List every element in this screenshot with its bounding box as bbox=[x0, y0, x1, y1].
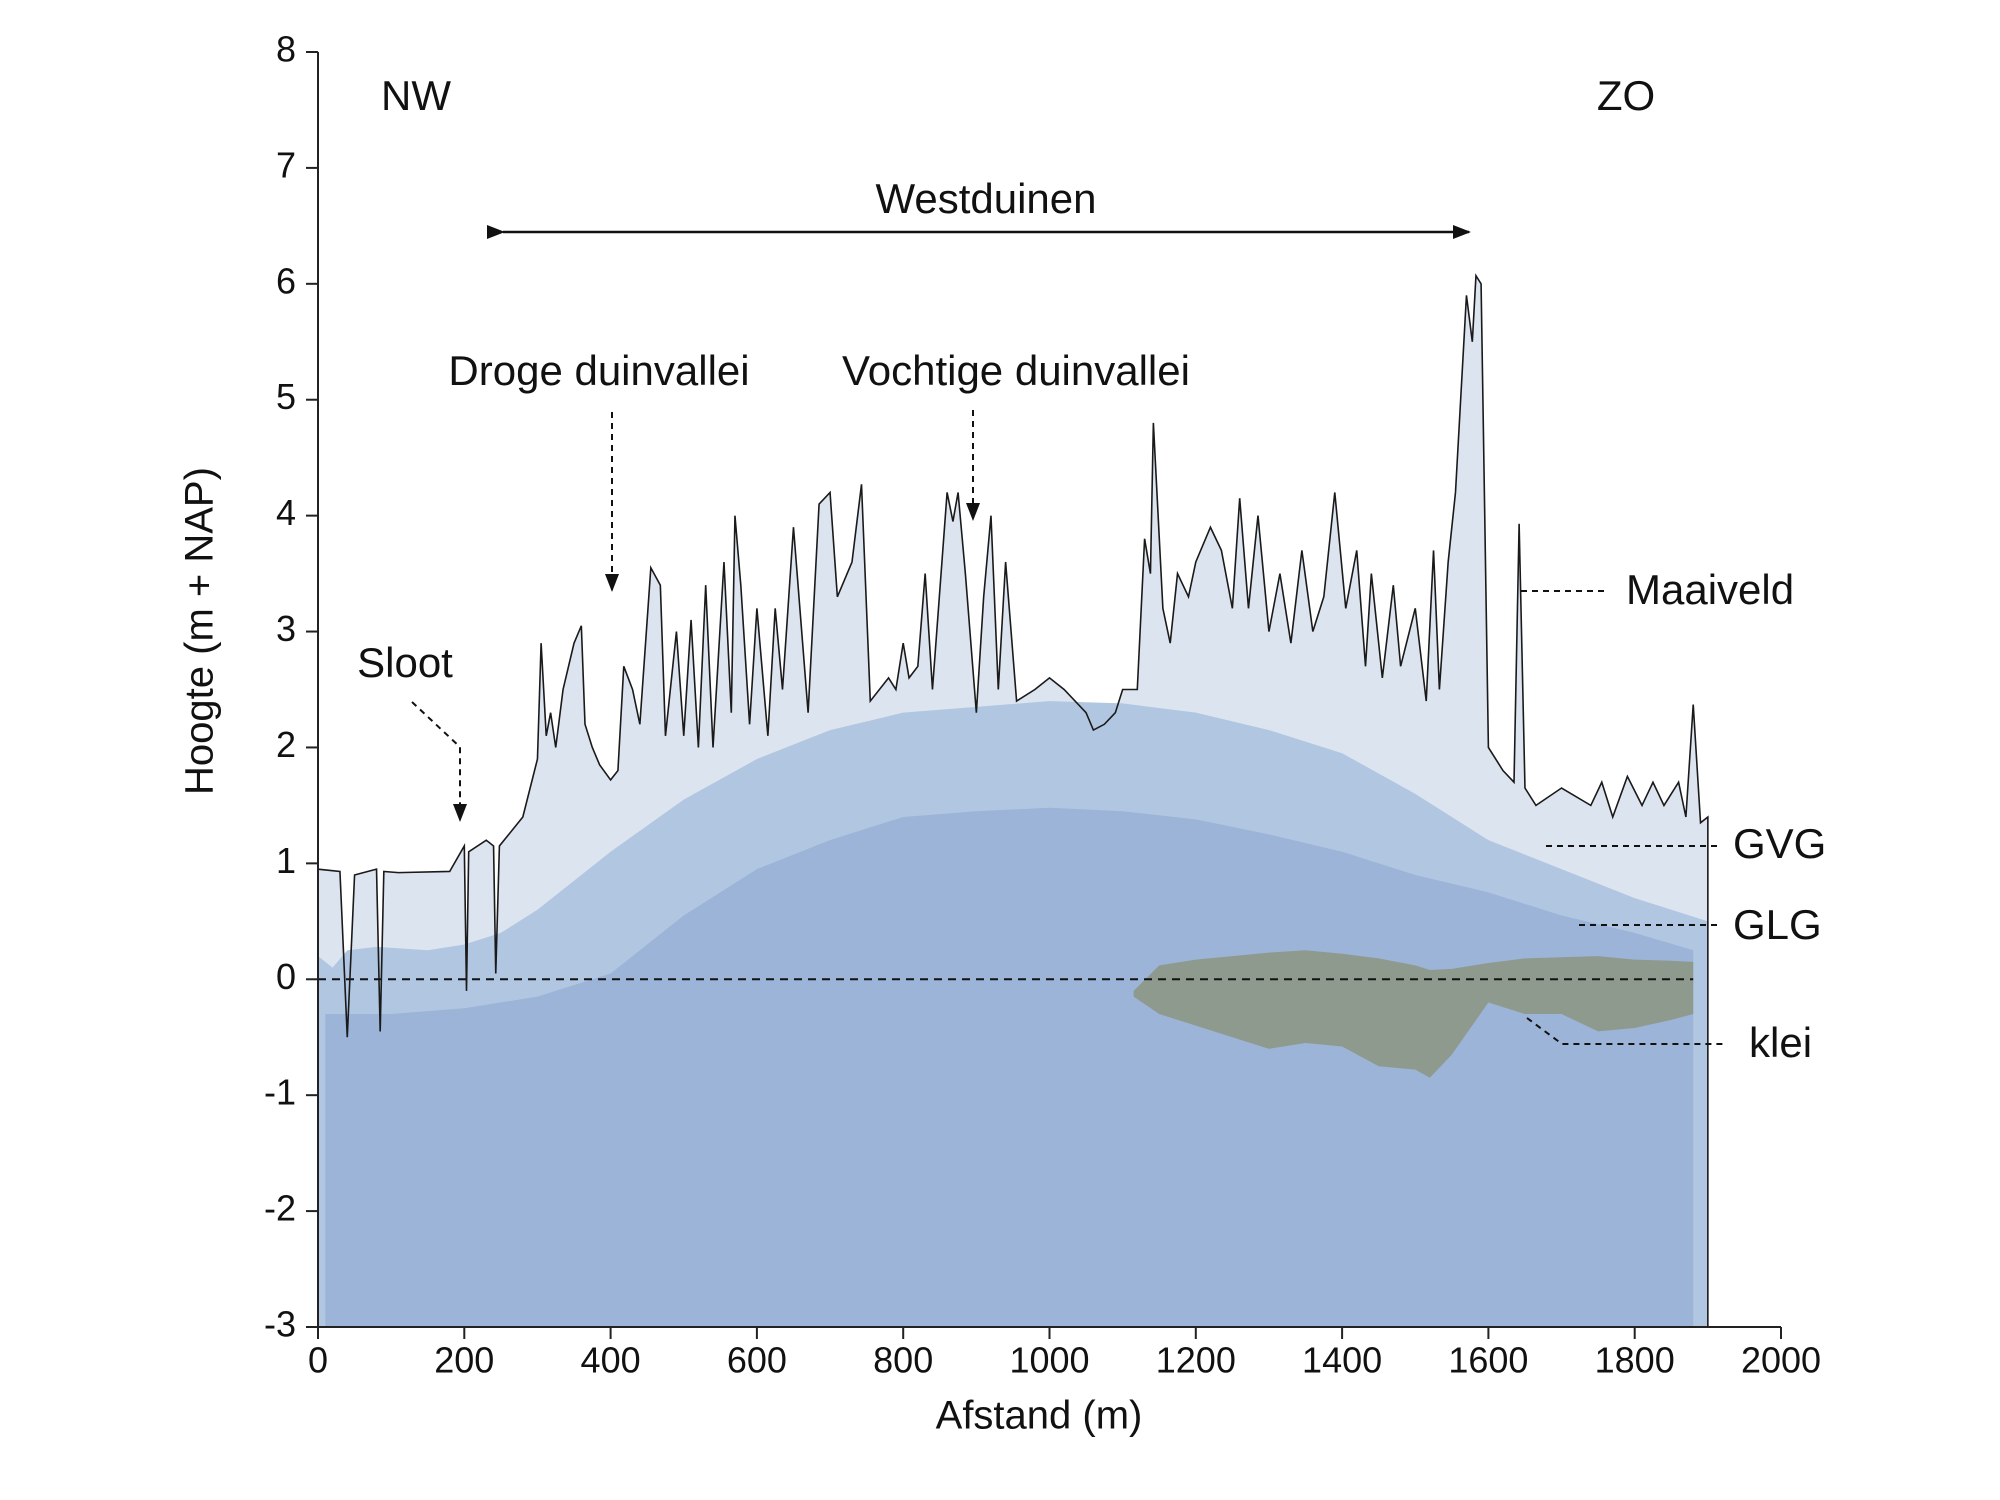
y-tick-label: 5 bbox=[276, 376, 296, 417]
y-tick-label: 7 bbox=[276, 144, 296, 185]
x-axis-title: Afstand (m) bbox=[936, 1394, 1143, 1438]
x-tick-label: 600 bbox=[727, 1340, 787, 1381]
x-tick-label: 1400 bbox=[1302, 1340, 1382, 1381]
annotations: Afstand (m) Hoogte (m + NAP) NW ZO Westduine… bbox=[178, 72, 1827, 1437]
y-tick-label: 2 bbox=[276, 724, 296, 765]
y-axis-title: Hoogte (m + NAP) bbox=[178, 467, 222, 795]
plot-area: -3 -2 -1 0 1 2 3 4 5 6 7 8 0 200 400 600 800 1000 1200 1400… bbox=[264, 29, 1821, 1381]
annotation: ZO bbox=[1597, 72, 1655, 119]
annotation: Droge duinvallei bbox=[448, 347, 749, 394]
y-tick-label: 3 bbox=[276, 608, 296, 649]
x-tick-label: 1000 bbox=[1009, 1340, 1089, 1381]
y-tick-label: -3 bbox=[264, 1304, 296, 1345]
y-tick-label: 6 bbox=[276, 260, 296, 301]
series-label: klei bbox=[1749, 1019, 1812, 1066]
annotation: Sloot bbox=[357, 639, 453, 686]
clay-area bbox=[1133, 950, 1694, 1078]
annotation: Vochtige duinvallei bbox=[842, 347, 1190, 394]
series-label: GVG bbox=[1733, 820, 1826, 867]
x-tick-label: 200 bbox=[434, 1340, 494, 1381]
series-label: GLG bbox=[1733, 901, 1822, 948]
x-tick-label: 1800 bbox=[1595, 1340, 1675, 1381]
y-tick-label: 1 bbox=[276, 840, 296, 881]
y-tick-label: -2 bbox=[264, 1188, 296, 1229]
series-label: Maaiveld bbox=[1626, 566, 1794, 613]
leader-line bbox=[1526, 1017, 1727, 1045]
annotation: Westduinen bbox=[875, 175, 1096, 222]
x-tick-label: 2000 bbox=[1741, 1340, 1821, 1381]
x-tick-label: 800 bbox=[873, 1340, 933, 1381]
annotation: NW bbox=[381, 72, 451, 119]
x-tick-label: 1200 bbox=[1156, 1340, 1236, 1381]
x-tick-label: 0 bbox=[308, 1340, 328, 1381]
y-tick-label: -1 bbox=[264, 1072, 296, 1113]
y-tick-label: 4 bbox=[276, 492, 296, 533]
pointer-arrow bbox=[411, 701, 467, 822]
x-tick-label: 400 bbox=[581, 1340, 641, 1381]
x-tick-label: 1600 bbox=[1448, 1340, 1528, 1381]
glg-area bbox=[325, 807, 1694, 1327]
ground-line bbox=[317, 273, 1709, 1327]
y-tick-label: 0 bbox=[276, 956, 296, 997]
y-tick-label: 8 bbox=[276, 29, 296, 70]
